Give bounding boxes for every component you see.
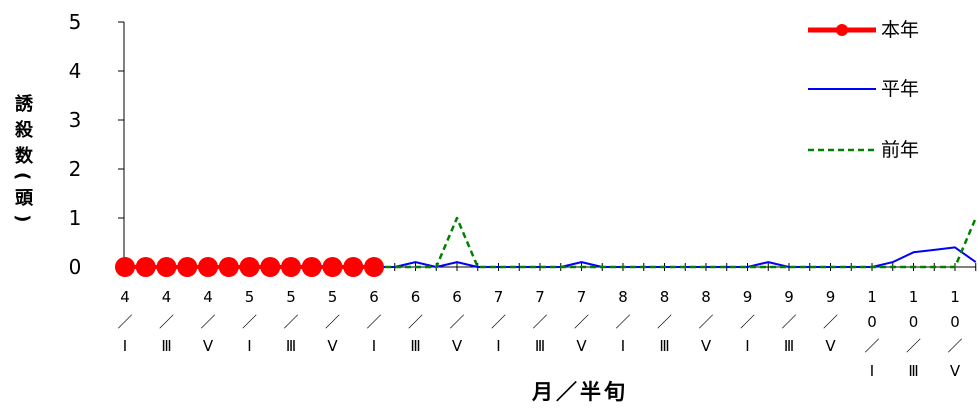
x-tick-label: 8／Ⅰ xyxy=(615,288,631,356)
marker-point-current-year xyxy=(135,257,156,277)
legend-item-previous-year: 前年 xyxy=(808,139,919,161)
legend-label-current-year: 本年 xyxy=(881,19,919,41)
marker-point-current-year xyxy=(301,257,322,277)
x-tick-label: 4／Ⅲ xyxy=(159,288,175,356)
x-tick-label: 10／Ⅴ xyxy=(947,288,963,381)
marker-point-current-year xyxy=(115,257,135,277)
x-tick-label: 8／Ⅴ xyxy=(698,288,714,356)
legend-label-previous-year: 前年 xyxy=(881,139,919,161)
y-tick-label: 4 xyxy=(69,59,82,83)
y-tick-label: 3 xyxy=(69,108,82,132)
marker-point-current-year xyxy=(364,257,384,277)
x-tick-label: 9／Ⅲ xyxy=(781,288,797,356)
y-tick-label: 1 xyxy=(69,206,82,230)
legend-item-current-year: 本年 xyxy=(808,19,919,41)
x-tick-label: 4／Ⅴ xyxy=(200,288,216,356)
x-tick-label: 7／Ⅴ xyxy=(574,288,590,356)
x-tick-label: 5／Ⅴ xyxy=(325,288,341,356)
axis-ticks: 0 1 2 3 4 5 xyxy=(69,10,977,279)
x-tick-label: 10／Ⅲ xyxy=(906,288,922,381)
x-tick-label: 9／Ⅴ xyxy=(823,288,839,356)
marker-point-current-year xyxy=(156,257,177,277)
marker-point-current-year xyxy=(198,257,218,277)
marker-point-current-year xyxy=(343,257,364,277)
y-tick-label: 5 xyxy=(69,10,82,34)
x-tick-label: 6／Ⅰ xyxy=(366,288,382,356)
x-tick-label: 6／Ⅲ xyxy=(408,288,424,356)
marker-point-current-year xyxy=(260,257,281,277)
x-tick-label: 7／Ⅲ xyxy=(532,288,548,356)
y-tick-label: 0 xyxy=(69,255,82,279)
x-tick-label: 5／Ⅲ xyxy=(283,288,299,356)
x-tick-label: 7／Ⅰ xyxy=(491,288,507,356)
x-axis-title: 月／半旬 xyxy=(532,380,628,404)
axes xyxy=(123,22,976,268)
marker-point-current-year xyxy=(281,257,301,277)
legend-label-average-year: 平年 xyxy=(881,78,919,100)
x-tick-label: 10／Ⅰ xyxy=(864,288,880,381)
plot-area xyxy=(115,216,977,277)
legend: 本年 平年 前年 xyxy=(808,19,919,161)
marker-point-current-year xyxy=(218,257,239,277)
y-axis-title: 誘殺数(頭) xyxy=(12,94,33,231)
x-tick-label: 4／Ⅰ xyxy=(117,288,133,356)
y-tick-label: 2 xyxy=(69,157,82,181)
legend-marker-current-year xyxy=(836,24,848,36)
marker-point-current-year xyxy=(177,257,198,277)
marker-point-current-year xyxy=(322,257,343,277)
x-tick-label: 5／Ⅰ xyxy=(242,288,258,356)
marker-point-current-year xyxy=(239,257,260,277)
legend-item-average-year: 平年 xyxy=(808,78,919,100)
x-tick-label: 8／Ⅲ xyxy=(657,288,673,356)
x-tick-label: 9／Ⅰ xyxy=(740,288,756,356)
x-tick-label: 6／Ⅴ xyxy=(449,288,465,356)
